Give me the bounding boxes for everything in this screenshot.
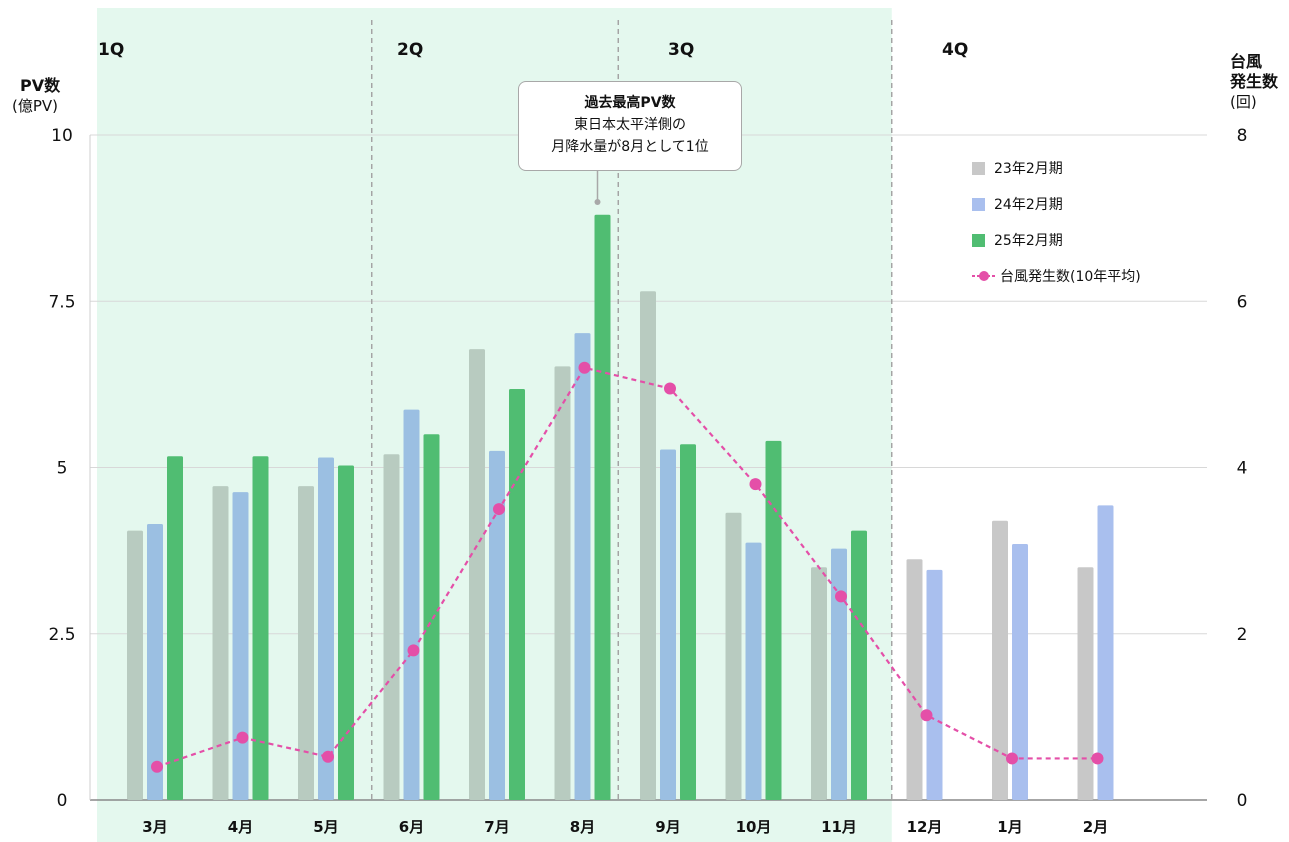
bar bbox=[509, 389, 525, 800]
typhoon-point bbox=[151, 760, 163, 773]
annotation-callout: 過去最高PV数 東日本太平洋側の 月降水量が8月として1位 bbox=[518, 81, 742, 171]
bar bbox=[831, 548, 847, 800]
x-tick-label: 8月 bbox=[570, 818, 595, 836]
typhoon-point bbox=[835, 590, 847, 603]
bar bbox=[489, 450, 505, 800]
right-axis-label-line2: 発生数 bbox=[1230, 72, 1279, 91]
y-right-tick-label: 8 bbox=[1237, 126, 1248, 146]
quarter-label-2q: 2Q bbox=[397, 40, 424, 60]
left-axis-unit: (億PV) bbox=[12, 97, 59, 115]
left-axis-label: PV数 bbox=[20, 76, 61, 95]
bar bbox=[906, 559, 923, 800]
typhoon-point bbox=[578, 361, 591, 374]
annotation-line-1: 過去最高PV数 bbox=[584, 95, 676, 111]
bar bbox=[1012, 543, 1028, 800]
bar bbox=[252, 456, 269, 800]
typhoon-point bbox=[322, 750, 334, 763]
x-tick-label: 10月 bbox=[736, 818, 772, 836]
bar bbox=[127, 530, 143, 800]
x-tick-label: 6月 bbox=[399, 818, 424, 836]
x-tick-label: 3月 bbox=[142, 818, 167, 836]
bar bbox=[147, 524, 163, 800]
legend-label-typhoon: 台風発生数(10年平均) bbox=[1000, 269, 1141, 285]
x-tick-label: 2月 bbox=[1083, 818, 1108, 836]
bar bbox=[403, 409, 420, 800]
x-tick-label: 12月 bbox=[907, 818, 943, 836]
bar bbox=[811, 567, 827, 800]
legend-swatch-23 bbox=[972, 161, 985, 175]
legend-item-25: 25年2月期 bbox=[972, 222, 1141, 258]
y-left-tick-label: 10 bbox=[51, 126, 73, 146]
bar bbox=[232, 492, 249, 800]
quarter-label-3q: 3Q bbox=[668, 40, 695, 60]
bar bbox=[926, 569, 943, 800]
right-axis-title: 台風 発生数 (回) bbox=[1230, 52, 1278, 112]
y-left-tick-label: 5 bbox=[57, 459, 68, 479]
typhoon-point bbox=[1006, 752, 1018, 765]
bar bbox=[725, 512, 742, 800]
x-tick-label: 11月 bbox=[821, 818, 857, 836]
bar bbox=[992, 520, 1008, 800]
y-left-tick-label: 7.5 bbox=[48, 292, 75, 312]
legend-swatch-24 bbox=[972, 197, 985, 211]
bar bbox=[338, 465, 354, 800]
x-tick-label: 5月 bbox=[313, 818, 338, 836]
annotation-line-3: 月降水量が8月として1位 bbox=[551, 139, 709, 155]
bar bbox=[851, 530, 867, 800]
bar bbox=[383, 454, 400, 800]
bar bbox=[680, 444, 696, 800]
typhoon-point bbox=[749, 478, 762, 491]
legend-swatch-25 bbox=[972, 233, 985, 247]
bar bbox=[745, 542, 762, 800]
bar bbox=[1097, 505, 1114, 800]
bar bbox=[554, 366, 571, 800]
bar bbox=[574, 333, 591, 800]
quarter-label-4q: 4Q bbox=[942, 40, 969, 60]
bar bbox=[318, 457, 334, 800]
x-tick-label: 7月 bbox=[484, 818, 509, 836]
bar bbox=[660, 449, 676, 800]
x-tick-label: 1月 bbox=[997, 818, 1022, 836]
right-axis-unit: (回) bbox=[1230, 93, 1257, 111]
typhoon-point bbox=[920, 709, 933, 722]
typhoon-point bbox=[1091, 752, 1104, 765]
bar bbox=[765, 440, 782, 800]
bar bbox=[298, 486, 314, 800]
typhoon-line bbox=[156, 366, 1098, 768]
bar bbox=[594, 214, 611, 801]
legend-item-24: 24年2月期 bbox=[972, 186, 1141, 222]
right-axis-label-line1: 台風 bbox=[1230, 52, 1263, 71]
y-left-tick-label: 2.5 bbox=[48, 625, 75, 645]
y-right-tick-label: 0 bbox=[1237, 791, 1248, 811]
bar bbox=[640, 291, 656, 800]
y-left-tick-label: 0 bbox=[57, 791, 68, 811]
x-tick-label: 4月 bbox=[228, 818, 253, 836]
typhoon-point bbox=[493, 503, 505, 516]
legend-item-23: 23年2月期 bbox=[972, 150, 1141, 186]
legend: 23年2月期 24年2月期 25年2月期 台風発生数(10年平均) bbox=[972, 150, 1141, 294]
legend-label-25: 25年2月期 bbox=[994, 233, 1063, 249]
bar bbox=[469, 349, 485, 800]
annotation-line-2: 東日本太平洋側の bbox=[574, 117, 686, 133]
annotation-pointer-dot bbox=[594, 199, 601, 205]
y-right-tick-label: 4 bbox=[1237, 459, 1248, 479]
legend-swatch-typhoon bbox=[972, 271, 996, 281]
y-right-tick-label: 2 bbox=[1237, 625, 1248, 645]
bar bbox=[1077, 567, 1094, 800]
quarter-label-1q: 1Q bbox=[98, 40, 125, 60]
legend-label-24: 24年2月期 bbox=[994, 197, 1063, 213]
typhoon-point bbox=[664, 382, 676, 395]
typhoon-point bbox=[407, 644, 420, 657]
y-right-tick-label: 6 bbox=[1237, 292, 1248, 312]
left-axis-title: PV数 (億PV) bbox=[12, 76, 61, 116]
bar bbox=[212, 486, 229, 800]
x-tick-label: 9月 bbox=[655, 818, 680, 836]
legend-label-23: 23年2月期 bbox=[994, 161, 1063, 177]
legend-item-typhoon: 台風発生数(10年平均) bbox=[972, 258, 1141, 294]
bar bbox=[423, 434, 440, 800]
bar bbox=[167, 456, 183, 800]
typhoon-point bbox=[236, 731, 249, 744]
